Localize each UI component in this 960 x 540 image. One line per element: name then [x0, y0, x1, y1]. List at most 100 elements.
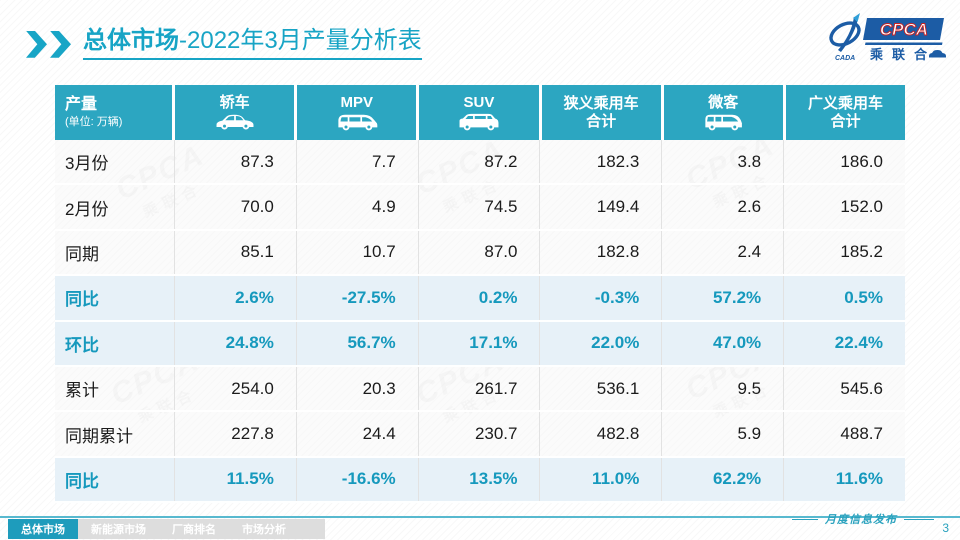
logo-cpca-text: CPCA: [880, 20, 928, 39]
row-label: 同期: [55, 230, 175, 275]
column-header-microvan: 微客: [663, 85, 786, 140]
value-cell: 24.4: [297, 412, 419, 456]
footer-divider-line: [0, 516, 960, 518]
value-cell: 2.6: [662, 185, 785, 229]
value-cell: 0.2%: [419, 276, 541, 320]
value-cell: 3.8: [662, 140, 785, 184]
cpca-swoosh-icon: CADA: [829, 13, 861, 62]
value-cell: 0.5%: [844, 287, 883, 307]
value-cell: -16.6%: [297, 457, 419, 502]
column-header-broad-pv-total: 广义乘用车 合计: [785, 85, 906, 140]
tab-manufacturer-ranking[interactable]: 厂商排名: [159, 519, 229, 539]
row-label: 同比: [55, 276, 175, 320]
value-cell: 13.5%: [419, 457, 541, 502]
table-row: 2月份 70.0 4.9 74.5 149.4 2.6 152.0: [55, 185, 905, 231]
page-title-rest: -2022年3月产量分析表: [179, 27, 422, 54]
page-title: 总体市场-2022年3月产量分析表: [83, 27, 422, 61]
value-cell: 17.1%: [419, 321, 541, 365]
value-cell: 2.4: [662, 230, 785, 275]
mpv-icon: [338, 114, 378, 131]
value-cell: 22.4%: [834, 333, 883, 353]
row-label: 同期累计: [55, 412, 175, 456]
column-header-sedan: 轿车: [175, 85, 298, 140]
page-number: 3: [942, 521, 949, 535]
value-cell: 87.0: [419, 230, 541, 275]
value-cell: 87.3: [175, 140, 297, 184]
value-cell: 186.0: [840, 151, 883, 171]
value-cell: 11.0%: [540, 457, 663, 502]
value-cell: 536.1: [540, 366, 663, 411]
value-cell: 62.2%: [662, 457, 785, 502]
value-cell: 74.5: [419, 185, 541, 229]
release-note-left-line: [792, 518, 818, 520]
value-cell: 70.0: [175, 185, 297, 229]
value-cell: -27.5%: [297, 276, 419, 320]
value-cell: -0.3%: [540, 276, 663, 320]
value-cell: 9.5: [662, 366, 785, 411]
tab-nev-market[interactable]: 新能源市场: [78, 519, 159, 539]
logo-car-icon: [929, 50, 946, 58]
table-row: 累计 254.0 20.3 261.7 536.1 9.5 545.6: [55, 366, 905, 413]
value-cell: 11.6%: [835, 469, 883, 489]
value-cell: 10.7: [297, 230, 419, 275]
value-cell: 4.9: [297, 185, 419, 229]
table-row: 同期累计 227.8 24.4 230.7 482.8 5.9 488.7: [55, 412, 905, 458]
page-title-prefix: 总体市场: [83, 27, 179, 54]
value-cell: 57.2%: [662, 276, 785, 320]
table-body: 3月份 87.3 7.7 87.2 182.3 3.8 186.0 2月份 70…: [55, 140, 905, 504]
value-cell: 152.0: [840, 197, 883, 217]
tab-strip-filler: [299, 519, 325, 539]
table-row: 同比 11.5% -16.6% 13.5% 11.0% 62.2% 11.6%: [55, 457, 905, 504]
value-cell: 2.6%: [175, 276, 297, 320]
cpca-logo: CADA CPCA 乘联合: [829, 13, 946, 62]
table-row: 环比 24.8% 56.7% 17.1% 22.0% 47.0% 22.4%: [55, 321, 905, 367]
value-cell: 20.3: [297, 366, 419, 411]
table-row: 3月份 87.3 7.7 87.2 182.3 3.8 186.0: [55, 140, 905, 186]
release-note-text: 月度信息发布: [825, 514, 897, 526]
microvan-icon: [705, 114, 743, 131]
chevron-right-icon: [50, 30, 71, 58]
value-cell: 5.9: [662, 412, 785, 456]
tab-market-analysis[interactable]: 市场分析: [229, 519, 299, 539]
value-cell: 254.0: [175, 366, 297, 411]
unit-title: 产量: [65, 95, 98, 113]
row-label: 环比: [55, 321, 175, 365]
value-cell: 85.1: [175, 230, 297, 275]
value-cell: 227.8: [175, 412, 297, 456]
value-cell: 261.7: [419, 366, 541, 411]
column-header-suv: SUV: [419, 85, 542, 140]
row-label: 累计: [55, 366, 175, 411]
double-chevron-right-icon: [26, 30, 71, 58]
footer-tabs: 总体市场 新能源市场 厂商排名 市场分析: [8, 519, 325, 539]
column-header-unit: 产量 (单位: 万辆): [55, 85, 175, 140]
production-table: 产量 (单位: 万辆) 轿车 MPV: [55, 85, 906, 504]
row-label: 3月份: [55, 140, 175, 184]
tab-overall-market[interactable]: 总体市场: [8, 519, 78, 539]
value-cell: 482.8: [540, 412, 663, 456]
row-label: 2月份: [55, 185, 175, 229]
value-cell: 22.0%: [540, 321, 663, 365]
value-cell: 182.8: [540, 230, 663, 275]
suv-icon: [459, 114, 499, 131]
release-note: 月度信息发布: [792, 511, 934, 527]
logo-cada-text: CADA: [835, 55, 855, 62]
logo-sub-text: 乘联合: [869, 47, 936, 62]
unit-subtitle: (单位: 万辆): [65, 116, 123, 129]
value-cell: 149.4: [540, 185, 663, 229]
column-header-mpv: MPV: [297, 85, 420, 140]
value-cell: 47.0%: [662, 321, 785, 365]
value-cell: 185.2: [840, 242, 883, 262]
table-row: 同比 2.6% -27.5% 0.2% -0.3% 57.2% 0.5%: [55, 276, 905, 322]
sedan-icon: [216, 114, 254, 130]
release-note-right-line: [904, 518, 934, 520]
column-header-narrow-pv-total: 狭义乘用车 合计: [541, 85, 664, 140]
value-cell: 56.7%: [297, 321, 419, 365]
value-cell: 11.5%: [175, 457, 297, 502]
value-cell: 87.2: [419, 140, 541, 184]
cpca-wordmark: CPCA 乘联合: [863, 18, 946, 62]
value-cell: 182.3: [540, 140, 663, 184]
value-cell: 230.7: [419, 412, 541, 456]
value-cell: 7.7: [297, 140, 419, 184]
table-header-row: 产量 (单位: 万辆) 轿车 MPV: [55, 85, 906, 140]
